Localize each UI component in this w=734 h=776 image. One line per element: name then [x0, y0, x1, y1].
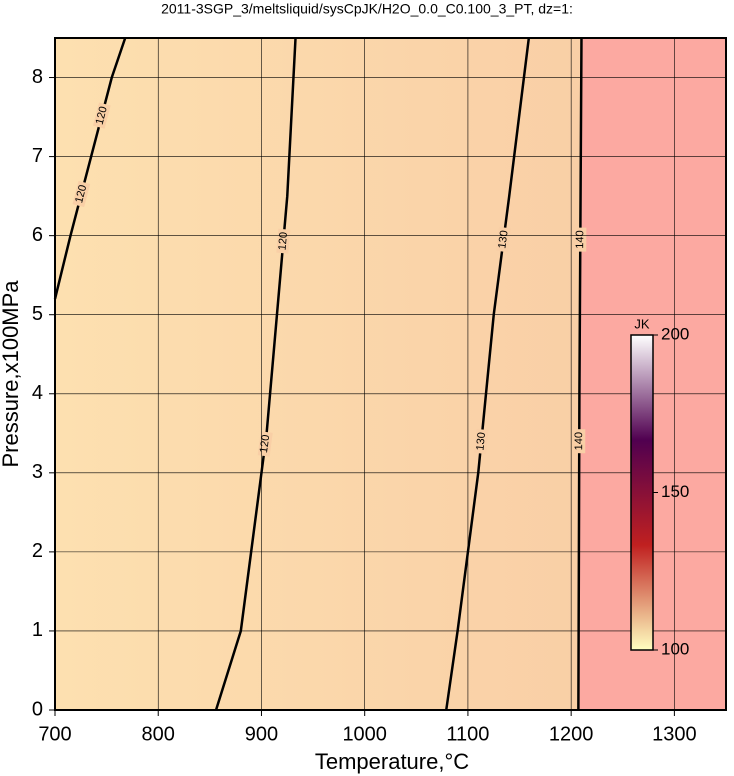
contour-label-group: 130: [496, 226, 512, 253]
y-tick-label: 8: [32, 66, 43, 88]
contour-label-bg: [72, 180, 91, 208]
y-tick-label: 1: [32, 619, 43, 641]
fill-low: [55, 38, 582, 710]
y-tick-label: 5: [32, 303, 43, 325]
contour-label-group: 140: [573, 429, 586, 454]
x-axis-label: Temperature,°C: [315, 749, 469, 774]
contour-label: 130: [474, 432, 488, 451]
x-tick-label: 900: [245, 723, 278, 745]
colorbar-tick-label: 150: [661, 482, 689, 501]
y-tick-label: 3: [32, 461, 43, 483]
y-tick-label: 6: [32, 224, 43, 246]
colorbar-label: JK: [634, 316, 650, 331]
contour-label: 120: [73, 184, 89, 205]
x-tick-label: 1100: [446, 723, 489, 745]
plot-frame: [54, 37, 727, 711]
x-tick-label: 700: [38, 723, 71, 745]
colorbar-tick-label: 200: [661, 324, 689, 343]
contour-label: 120: [276, 232, 290, 251]
contour-label: 140: [574, 230, 586, 248]
x-tick-label: 800: [142, 723, 175, 745]
contour-label-group: 120: [72, 180, 91, 208]
y-tick-label: 4: [32, 382, 43, 404]
y-tick-label: 7: [32, 145, 43, 167]
x-tick-label: 1000: [342, 723, 387, 745]
contour-label-bg: [276, 228, 291, 254]
contour-label-group: 140: [574, 227, 587, 252]
chart-title: 2011-3SGP_3/meltsliquid/sysCpJK/H2O_0.0_…: [161, 1, 573, 17]
contour-label-bg: [574, 227, 587, 252]
contour-label: 130: [496, 230, 510, 250]
contour-label-group: 120: [276, 228, 291, 254]
contour-label-bg: [496, 226, 512, 253]
contour-label-bg: [474, 428, 489, 454]
y-tick-label: 2: [32, 540, 43, 562]
contour-label: 120: [258, 434, 272, 454]
y-axis-label: Pressure,x100MPa: [0, 280, 23, 468]
contour-label-bg: [92, 102, 111, 129]
contour-label-group: 120: [92, 102, 111, 129]
colorbar-tick-label: 100: [661, 639, 689, 658]
colorbar: [630, 334, 654, 651]
x-tick-label: 1300: [652, 723, 697, 745]
contour-label: 120: [94, 105, 110, 126]
contour-label: 140: [573, 432, 585, 450]
y-tick-label: 0: [32, 698, 43, 720]
x-tick-label: 1200: [549, 723, 594, 745]
contour-label-group: 130: [474, 428, 489, 454]
contour-label-bg: [573, 429, 586, 454]
